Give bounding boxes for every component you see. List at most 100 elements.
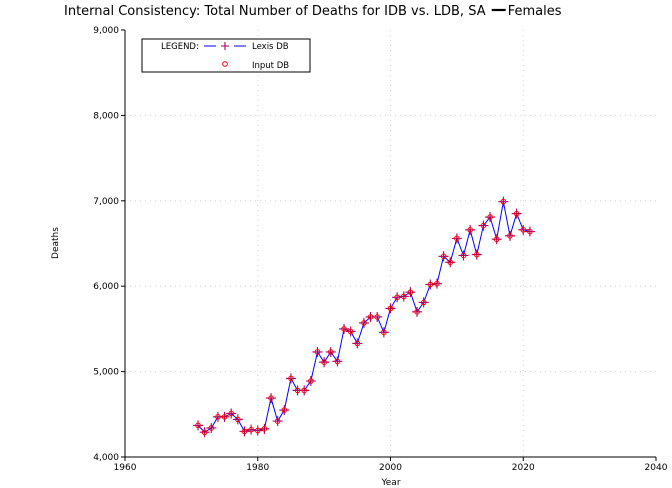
lexis-db-point bbox=[232, 414, 243, 425]
input-db-point bbox=[414, 309, 420, 315]
input-db-point bbox=[400, 293, 407, 300]
lexis-db-point bbox=[425, 279, 436, 290]
lexis-db-point bbox=[279, 405, 290, 416]
lexis-db-point bbox=[305, 375, 316, 386]
y-tick-label: 5,000 bbox=[93, 368, 119, 378]
lexis-db-point bbox=[312, 346, 323, 357]
lexis-db-point bbox=[272, 416, 283, 427]
lexis-db-point bbox=[299, 385, 310, 396]
input-db-point bbox=[520, 227, 527, 233]
input-db-markers bbox=[195, 198, 533, 436]
input-db-point bbox=[487, 214, 493, 220]
y-tick-label: 6,000 bbox=[93, 282, 119, 292]
input-db-point bbox=[374, 314, 381, 320]
lexis-db-line bbox=[197, 201, 531, 433]
lexis-db-point bbox=[239, 426, 250, 437]
y-tick-label: 9,000 bbox=[93, 26, 119, 36]
lexis-db-point bbox=[332, 356, 343, 367]
lexis-db-point bbox=[431, 278, 442, 289]
input-db-point bbox=[493, 236, 500, 243]
input-db-point bbox=[195, 422, 201, 429]
input-db-point bbox=[341, 326, 347, 332]
input-db-point bbox=[321, 359, 327, 366]
lexis-db-point bbox=[319, 357, 330, 368]
input-db-point bbox=[221, 414, 228, 420]
lexis-db-point bbox=[478, 220, 489, 231]
input-db-point bbox=[288, 375, 294, 382]
lexis-db-point bbox=[378, 327, 389, 338]
input-db-point bbox=[480, 222, 487, 229]
legend-label: LEGEND: bbox=[161, 42, 199, 52]
input-db-point bbox=[248, 426, 254, 433]
lexis-db-point bbox=[412, 306, 423, 317]
y-tick-label: 8,000 bbox=[93, 111, 119, 121]
input-db-point bbox=[327, 349, 334, 355]
input-db-point bbox=[301, 387, 308, 394]
lexis-db-point bbox=[445, 257, 456, 268]
legend-lexis-label: Lexis DB bbox=[252, 42, 289, 52]
legend-lexis-marker bbox=[221, 42, 229, 50]
y-axis-label: Deaths bbox=[51, 227, 61, 259]
lexis-db-point bbox=[465, 224, 476, 235]
legend-input-marker bbox=[222, 61, 228, 67]
input-db-point bbox=[447, 259, 454, 266]
lexis-db-point bbox=[518, 224, 529, 235]
x-tick-label: 2000 bbox=[379, 463, 402, 473]
input-db-point bbox=[261, 426, 268, 432]
input-db-point bbox=[513, 210, 520, 217]
input-db-point bbox=[467, 227, 473, 233]
lexis-db-point bbox=[511, 208, 522, 219]
x-tick-label: 2020 bbox=[512, 463, 535, 473]
lexis-db-point bbox=[339, 323, 350, 334]
legend-input-label: Input DB bbox=[252, 61, 289, 71]
input-db-point bbox=[254, 427, 261, 434]
lexis-db-point bbox=[418, 297, 429, 308]
lexis-db-point bbox=[345, 326, 356, 337]
lexis-db-point bbox=[246, 424, 257, 435]
input-db-point bbox=[394, 294, 400, 301]
lexis-db-point bbox=[451, 233, 462, 244]
lexis-db-point bbox=[498, 196, 509, 207]
input-db-point bbox=[228, 410, 234, 417]
input-db-point bbox=[454, 235, 460, 242]
lexis-db-point bbox=[392, 292, 403, 303]
lexis-db-point bbox=[524, 226, 535, 237]
lexis-db-point bbox=[266, 393, 277, 404]
lexis-db-point bbox=[372, 311, 383, 322]
x-tick-label: 2040 bbox=[645, 463, 668, 473]
lexis-db-point bbox=[325, 346, 336, 357]
y-tick-label: 7,000 bbox=[93, 197, 119, 207]
input-db-point bbox=[387, 305, 394, 312]
lexis-db-point bbox=[219, 411, 230, 422]
input-db-point bbox=[507, 233, 513, 239]
lexis-db-point bbox=[226, 408, 237, 419]
input-db-point bbox=[215, 414, 221, 420]
lexis-db-point bbox=[259, 423, 270, 434]
lexis-db-point bbox=[485, 212, 496, 223]
input-db-point bbox=[527, 228, 533, 235]
input-db-point bbox=[274, 418, 281, 424]
lexis-db-series bbox=[197, 201, 531, 433]
input-db-point bbox=[407, 289, 414, 295]
lexis-db-point bbox=[285, 373, 296, 384]
lexis-db-point bbox=[438, 251, 449, 262]
x-axis-label: Year bbox=[380, 478, 400, 488]
lexis-db-point bbox=[252, 425, 263, 436]
lexis-db-point bbox=[405, 287, 416, 298]
input-db-point bbox=[361, 320, 367, 326]
lexis-db-point bbox=[491, 234, 502, 245]
lexis-db-markers bbox=[193, 196, 535, 438]
input-db-point bbox=[201, 429, 208, 436]
input-db-point bbox=[440, 253, 447, 260]
lexis-db-point bbox=[398, 291, 409, 302]
lexis-db-point bbox=[199, 427, 210, 438]
input-db-point bbox=[473, 251, 480, 258]
lexis-db-point bbox=[385, 303, 396, 314]
input-db-point bbox=[314, 349, 321, 355]
axes: 4,000 5,000 6,000 7,000 8,000 9,000 1960 1980 20… bbox=[93, 26, 667, 473]
input-db-point bbox=[381, 329, 387, 336]
input-db-point bbox=[294, 387, 301, 394]
chart-title-suffix: Females bbox=[508, 4, 562, 19]
lexis-db-point bbox=[458, 250, 469, 261]
